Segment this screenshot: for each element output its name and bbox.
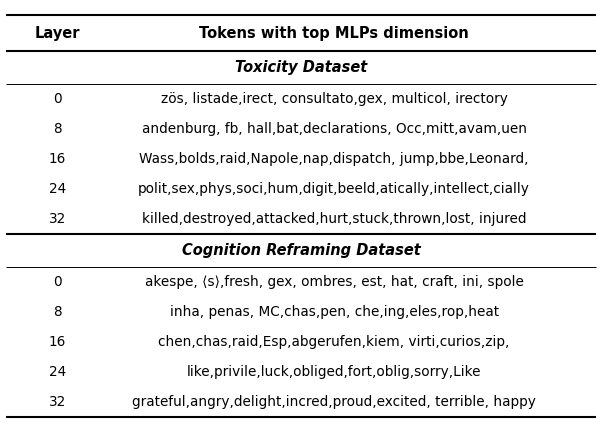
Text: 0: 0 (53, 92, 61, 106)
Text: like,privile,luck,obliged,fort,oblig,sorry,Like: like,privile,luck,obliged,fort,oblig,sor… (187, 365, 482, 379)
Text: 8: 8 (53, 305, 61, 319)
Text: 24: 24 (49, 365, 66, 379)
Text: Toxicity Dataset: Toxicity Dataset (235, 60, 367, 75)
Text: 16: 16 (49, 335, 66, 349)
Text: grateful,angry,delight,incred,proud,excited, terrible, happy: grateful,angry,delight,incred,proud,exci… (132, 395, 536, 409)
Text: Wass,bolds,raid,Napole,nap,dispatch, jump,bbe,Leonard,: Wass,bolds,raid,Napole,nap,dispatch, jum… (139, 152, 529, 166)
Text: andenburg, fb, hall,bat,declarations, Occ,mitt,avam,uen: andenburg, fb, hall,bat,declarations, Oc… (141, 122, 527, 136)
Text: 32: 32 (49, 395, 66, 409)
Text: Tokens with top MLPs dimension: Tokens with top MLPs dimension (199, 26, 469, 41)
Text: killed,destroyed,attacked,hurt,stuck,thrown,lost, injured: killed,destroyed,attacked,hurt,stuck,thr… (142, 212, 526, 226)
Text: 0: 0 (53, 275, 61, 289)
Text: inha, penas, MC,chas,pen, che,ing,eles,rop,heat: inha, penas, MC,chas,pen, che,ing,eles,r… (170, 305, 498, 319)
Text: 24: 24 (49, 182, 66, 196)
Text: zös, listade,irect, consultato,gex, multicol, irectory: zös, listade,irect, consultato,gex, mult… (161, 92, 507, 106)
Text: akespe, ⟨s⟩,fresh, gex, ombres, est, hat, craft, ini, spole: akespe, ⟨s⟩,fresh, gex, ombres, est, hat… (144, 275, 524, 289)
Text: Cognition Reframing Dataset: Cognition Reframing Dataset (182, 243, 420, 258)
Text: chen,chas,raid,Esp,abgerufen,kiem, virti,curios,zip,: chen,chas,raid,Esp,abgerufen,kiem, virti… (158, 335, 510, 349)
Text: polit,sex,phys,soci,hum,digit,beeld,atically,intellect,cially: polit,sex,phys,soci,hum,digit,beeld,atic… (138, 182, 530, 196)
Text: 16: 16 (49, 152, 66, 166)
Text: 8: 8 (53, 122, 61, 136)
Text: 32: 32 (49, 212, 66, 226)
Text: Layer: Layer (34, 26, 80, 41)
